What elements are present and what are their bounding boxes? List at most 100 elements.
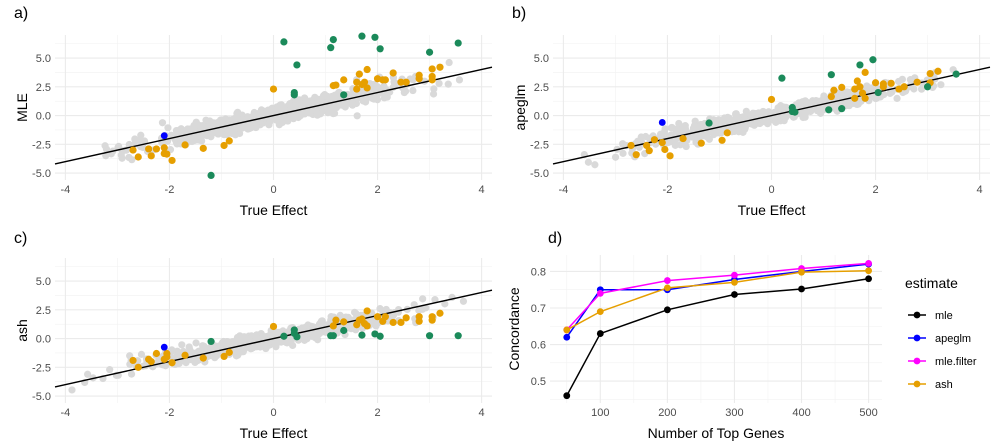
- series-point-ash: [563, 326, 571, 334]
- background-point: [717, 129, 725, 137]
- data-point-orange: [129, 146, 137, 154]
- background-point: [139, 143, 147, 152]
- data-point-orange: [329, 322, 337, 330]
- x-tick-label: 400: [792, 407, 810, 419]
- data-point-orange: [900, 83, 908, 91]
- data-point-orange: [199, 354, 207, 362]
- x-tick-label: -2: [165, 184, 175, 196]
- data-point-orange: [152, 145, 161, 153]
- data-point-orange: [767, 95, 776, 104]
- data-point-orange: [381, 76, 389, 84]
- x-tick-label: 2: [872, 184, 878, 196]
- data-point-orange: [389, 69, 397, 77]
- data-point-orange: [679, 134, 687, 143]
- background-point: [286, 101, 294, 109]
- data-point-orange: [225, 348, 233, 356]
- series-point-mle: [731, 291, 738, 298]
- x-tick-label: 4: [479, 184, 485, 196]
- legend-item: mle: [908, 310, 953, 322]
- background-point: [178, 341, 186, 349]
- background-point: [155, 357, 163, 365]
- background-point: [187, 126, 196, 134]
- background-point: [102, 152, 110, 160]
- data-point-orange: [861, 94, 869, 102]
- panel-c: c) -4 -2 0 2 4 -5.0 -2.5 0.0 2.5 5.0 True Effect…: [14, 230, 493, 441]
- panel-label: b): [512, 5, 526, 22]
- x-tick-label: 200: [658, 407, 676, 419]
- background-point: [336, 311, 344, 320]
- background-point: [774, 104, 782, 112]
- background-point: [804, 100, 812, 108]
- background-point: [84, 370, 92, 378]
- series-point-mle: [798, 285, 805, 293]
- data-point-green: [705, 119, 713, 127]
- data-point-green: [874, 88, 882, 97]
- background-point: [118, 154, 126, 162]
- background-point: [611, 153, 620, 161]
- background-point: [690, 122, 699, 130]
- data-point-orange: [129, 356, 137, 365]
- legend-label: ash: [935, 379, 953, 391]
- highlighted-points: [129, 32, 462, 179]
- series-line-mle.filter: [566, 262, 869, 331]
- series-point-mle.filter: [663, 277, 671, 284]
- background-point: [430, 85, 438, 93]
- series-point-ash: [798, 268, 805, 276]
- data-point-orange: [134, 363, 142, 371]
- background-point: [373, 95, 381, 103]
- panel-a: a) -4 -2 0 2 4 -5.0 -2.5 0.0 2.5 5.0 True Effect…: [14, 5, 493, 218]
- panel-d: d) 100 200 300 400 500 0.5 0.6 0.7 0.8 Number o…: [506, 230, 977, 441]
- background-point: [619, 149, 627, 157]
- data-point-orange: [163, 353, 171, 361]
- background-point: [719, 118, 727, 127]
- y-axis-label: ash: [14, 319, 30, 342]
- legend: estimate mle apeglm mle.filter ash: [905, 275, 977, 391]
- data-point-orange: [827, 92, 835, 101]
- background-point: [672, 125, 680, 133]
- series-line-mle: [566, 278, 869, 397]
- background-point: [164, 124, 172, 132]
- data-point-green: [827, 71, 835, 79]
- y-tick-label: -2.5: [32, 139, 51, 151]
- background-point: [125, 153, 133, 162]
- background-point: [175, 126, 184, 134]
- data-point-orange: [152, 349, 161, 358]
- series-point-mle: [663, 306, 671, 314]
- data-point-green: [778, 74, 786, 82]
- legend-label: mle.filter: [935, 356, 977, 368]
- data-point-green: [293, 333, 301, 341]
- data-point-orange: [168, 359, 176, 367]
- background-point: [231, 131, 239, 139]
- data-point-orange: [340, 76, 348, 84]
- x-tick-label: -4: [61, 184, 71, 196]
- data-point-orange: [926, 69, 934, 78]
- background-point: [591, 161, 599, 169]
- y-axis-label: apeglm: [512, 85, 528, 131]
- background-point: [634, 137, 642, 145]
- legend-item: mle.filter: [908, 356, 977, 368]
- data-point-green: [952, 70, 960, 78]
- x-axis-label: True Effect: [738, 202, 806, 218]
- y-tick-label: 2.5: [36, 82, 51, 94]
- data-point-orange: [363, 307, 371, 315]
- background-point: [127, 370, 136, 378]
- x-tick-label: 300: [725, 407, 743, 419]
- background-point: [322, 326, 330, 334]
- data-point-orange: [397, 318, 405, 327]
- data-point-orange: [220, 141, 228, 150]
- legend-key-point: [913, 380, 921, 388]
- y-tick-label: 0.0: [36, 334, 51, 346]
- panel-label: a): [14, 5, 28, 22]
- data-point-green: [207, 171, 215, 179]
- background-point: [244, 114, 252, 122]
- data-point-orange: [853, 77, 861, 85]
- data-point-blue: [160, 343, 168, 351]
- background-point: [709, 131, 718, 139]
- background-point: [894, 77, 903, 86]
- data-point-orange: [163, 150, 171, 158]
- data-point-orange: [666, 152, 674, 160]
- data-point-orange: [661, 145, 669, 154]
- series-point-ash: [731, 279, 738, 286]
- x-tick-label: 2: [374, 407, 380, 419]
